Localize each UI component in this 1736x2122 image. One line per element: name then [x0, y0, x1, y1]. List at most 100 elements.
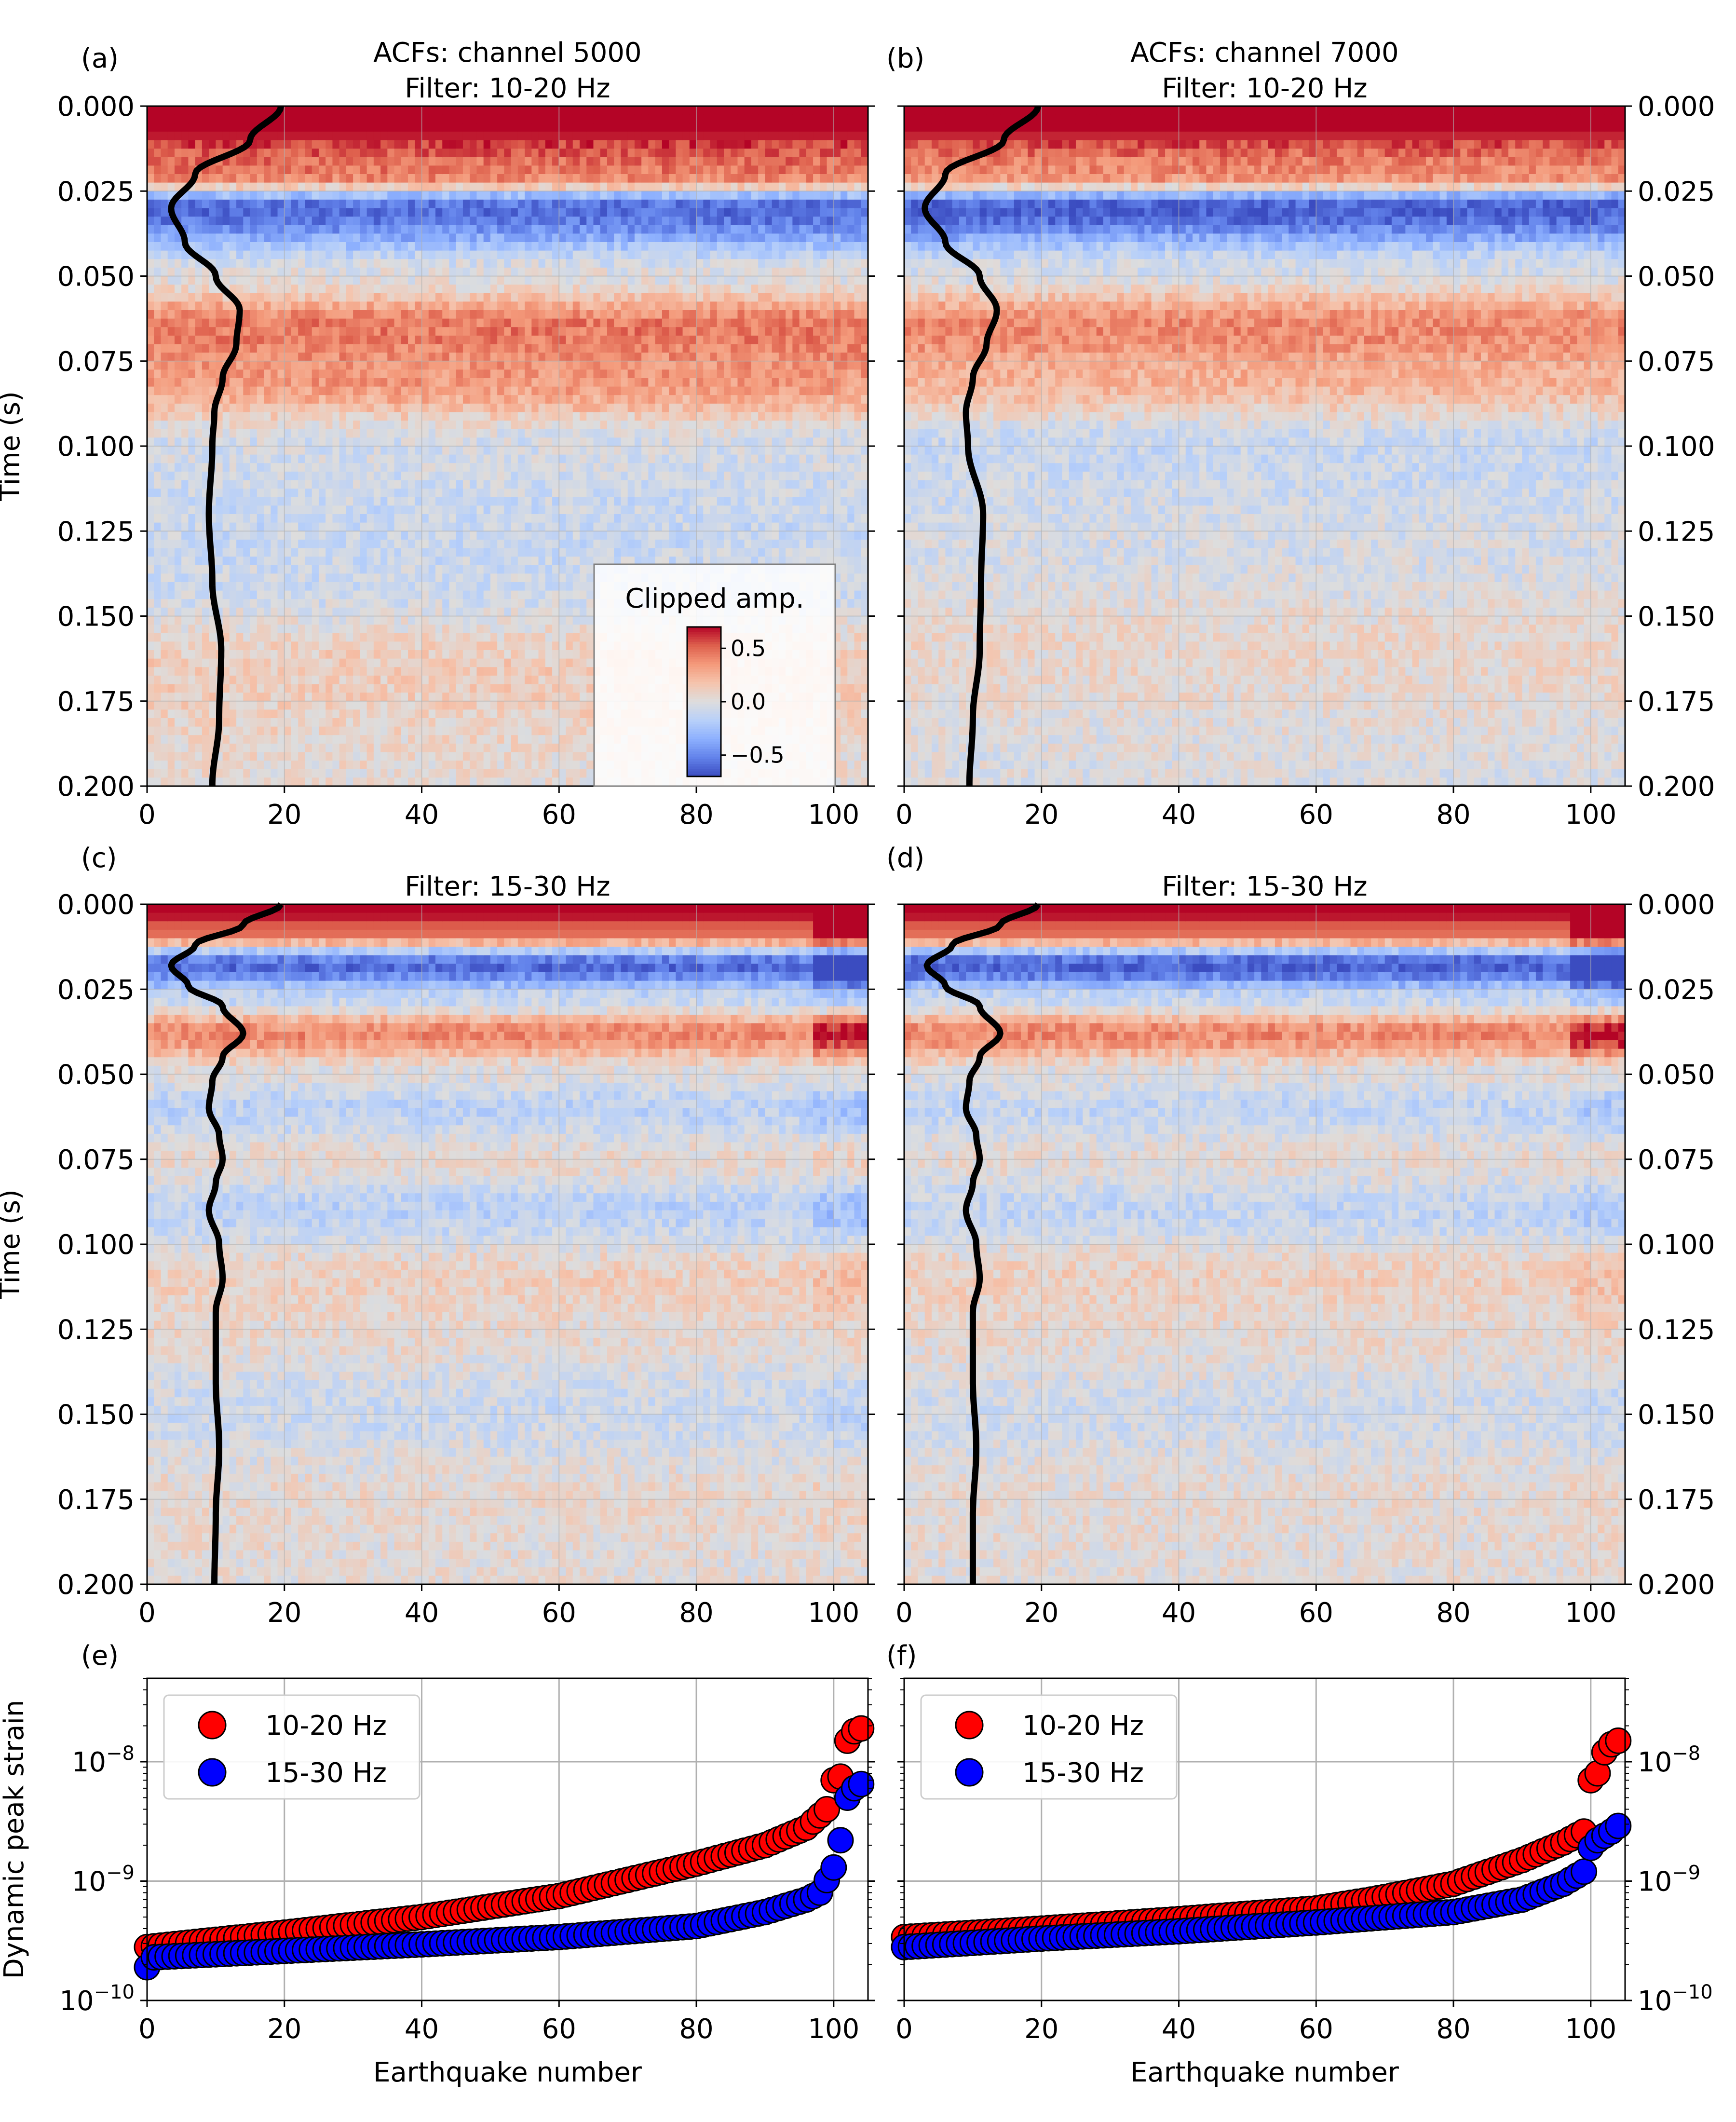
heatmap-cell: [380, 590, 388, 600]
heatmap-cell: [490, 301, 498, 311]
heatmap-cell: [476, 761, 484, 770]
heatmap-cell: [326, 701, 333, 710]
heatmap-cell: [339, 165, 347, 175]
heatmap-cell: [277, 531, 285, 540]
heatmap-cell: [415, 565, 422, 574]
heatmap-cell: [346, 217, 353, 226]
heatmap-cell: [305, 693, 312, 702]
heatmap-cell: [243, 607, 251, 617]
heatmap-cell: [504, 743, 512, 753]
heatmap-cell: [339, 217, 347, 226]
heatmap-cell: [435, 752, 443, 761]
heatmap-cell: [462, 140, 470, 149]
heatmap-cell: [559, 480, 567, 489]
heatmap-cell: [202, 752, 209, 761]
heatmap-cell: [517, 157, 525, 166]
heatmap-cell: [415, 497, 422, 506]
heatmap-cell: [531, 310, 539, 319]
heatmap-cell: [209, 233, 217, 243]
heatmap-cell: [517, 463, 525, 472]
heatmap-cell: [360, 149, 367, 158]
heatmap-cell: [167, 761, 175, 770]
heatmap-cell: [476, 301, 484, 311]
heatmap-cell: [188, 318, 196, 328]
heatmap-cell: [415, 480, 422, 489]
heatmap-cell: [538, 769, 546, 778]
heatmap-cell: [497, 301, 505, 311]
heatmap-cell: [332, 217, 340, 226]
heatmap-cell: [545, 310, 553, 319]
heatmap-cell: [470, 335, 477, 345]
heatmap-cell: [415, 276, 422, 285]
heatmap-cell: [154, 480, 162, 489]
heatmap-cell: [545, 709, 553, 719]
heatmap-cell: [174, 123, 182, 132]
heatmap-cell: [181, 335, 189, 345]
heatmap-cell: [326, 114, 333, 124]
heatmap-cell: [442, 344, 450, 353]
heatmap-cell: [332, 718, 340, 727]
heatmap-cell: [167, 633, 175, 642]
heatmap-cell: [511, 701, 518, 710]
heatmap-cell: [243, 777, 251, 787]
heatmap-cell: [552, 318, 560, 328]
heatmap-cell: [147, 684, 155, 693]
heatmap-cell: [517, 557, 525, 566]
heatmap-cell: [346, 259, 353, 268]
heatmap-cell: [380, 259, 388, 268]
heatmap-cell: [271, 327, 278, 336]
heatmap-cell: [326, 777, 333, 787]
heatmap-cell: [559, 709, 567, 719]
heatmap-cell: [264, 489, 271, 498]
heatmap-cell: [511, 480, 518, 489]
heatmap-cell: [339, 106, 347, 115]
heatmap-cell: [497, 259, 505, 268]
heatmap-cell: [326, 267, 333, 277]
heatmap-cell: [236, 106, 244, 115]
heatmap-cell: [435, 633, 443, 642]
heatmap-cell: [332, 761, 340, 770]
heatmap-cell: [517, 769, 525, 778]
heatmap-cell: [428, 310, 436, 319]
heatmap-cell: [326, 403, 333, 413]
heatmap-cell: [339, 293, 347, 302]
heatmap-cell: [202, 403, 209, 413]
heatmap-cell: [305, 590, 312, 600]
heatmap-cell: [271, 650, 278, 659]
heatmap-cell: [435, 505, 443, 515]
heatmap-cell: [442, 369, 450, 379]
heatmap-cell: [353, 769, 361, 778]
heatmap-cell: [517, 395, 525, 404]
heatmap-cell: [408, 658, 416, 668]
heatmap-cell: [531, 327, 539, 336]
heatmap-cell: [373, 353, 381, 362]
heatmap-cell: [346, 548, 353, 557]
heatmap-cell: [264, 165, 271, 175]
heatmap-cell: [243, 318, 251, 328]
heatmap-cell: [525, 149, 532, 158]
heatmap-cell: [538, 735, 546, 744]
heatmap-cell: [174, 412, 182, 421]
heatmap-cell: [312, 437, 319, 447]
heatmap-cell: [394, 693, 402, 702]
heatmap-cell: [525, 114, 532, 124]
heatmap-cell: [312, 327, 319, 336]
heatmap-cell: [188, 480, 196, 489]
heatmap-cell: [511, 599, 518, 608]
heatmap-cell: [566, 131, 573, 141]
heatmap-cell: [421, 250, 429, 260]
heatmap-cell: [394, 514, 402, 523]
heatmap-cell: [476, 582, 484, 591]
heatmap-cell: [380, 149, 388, 158]
heatmap-cell: [312, 353, 319, 362]
heatmap-cell: [257, 582, 264, 591]
heatmap-cell: [209, 658, 217, 668]
heatmap-cell: [346, 693, 353, 702]
heatmap-cell: [366, 421, 374, 430]
heatmap-cell: [264, 191, 271, 200]
heatmap-cell: [216, 446, 223, 455]
heatmap-cell: [373, 582, 381, 591]
heatmap-cell: [188, 353, 196, 362]
heatmap-cell: [346, 106, 353, 115]
heatmap-cell: [222, 191, 230, 200]
